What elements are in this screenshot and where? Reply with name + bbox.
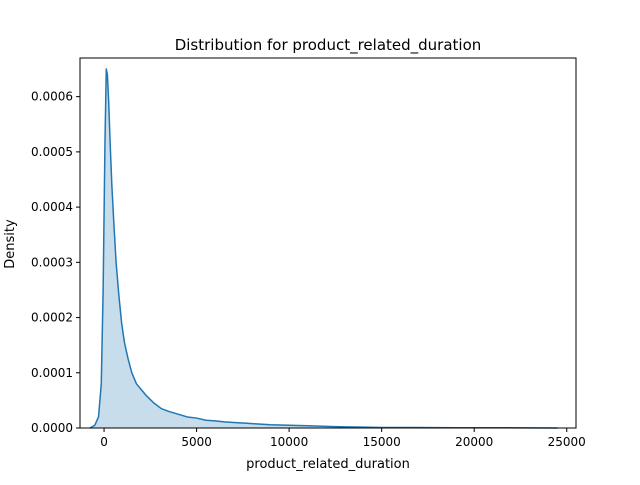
density-line-0 bbox=[89, 68, 558, 429]
density-fill-0 bbox=[89, 69, 558, 428]
x-tick-label: 25000 bbox=[548, 435, 586, 449]
y-tick-label: 0.0001 bbox=[31, 366, 73, 380]
x-tick-label: 15000 bbox=[363, 435, 401, 449]
x-tick-label: 10000 bbox=[270, 435, 308, 449]
x-tick-label: 5000 bbox=[181, 435, 212, 449]
plot-frame bbox=[79, 57, 577, 429]
y-tick-label: 0.0003 bbox=[31, 255, 73, 269]
y-tick-label: 0.0006 bbox=[31, 90, 73, 104]
y-axis-label: Density bbox=[3, 219, 18, 269]
x-tick-label: 0 bbox=[100, 435, 108, 449]
chart-title: Distribution for product_related_duratio… bbox=[175, 36, 482, 55]
y-tick-label: 0.0000 bbox=[31, 421, 73, 435]
y-tick-label: 0.0004 bbox=[31, 200, 73, 214]
y-tick-label: 0.0002 bbox=[31, 311, 73, 325]
x-axis-label: product_related_duration bbox=[246, 457, 410, 472]
y-tick-label: 0.0005 bbox=[31, 145, 73, 159]
x-tick-label: 20000 bbox=[455, 435, 493, 449]
